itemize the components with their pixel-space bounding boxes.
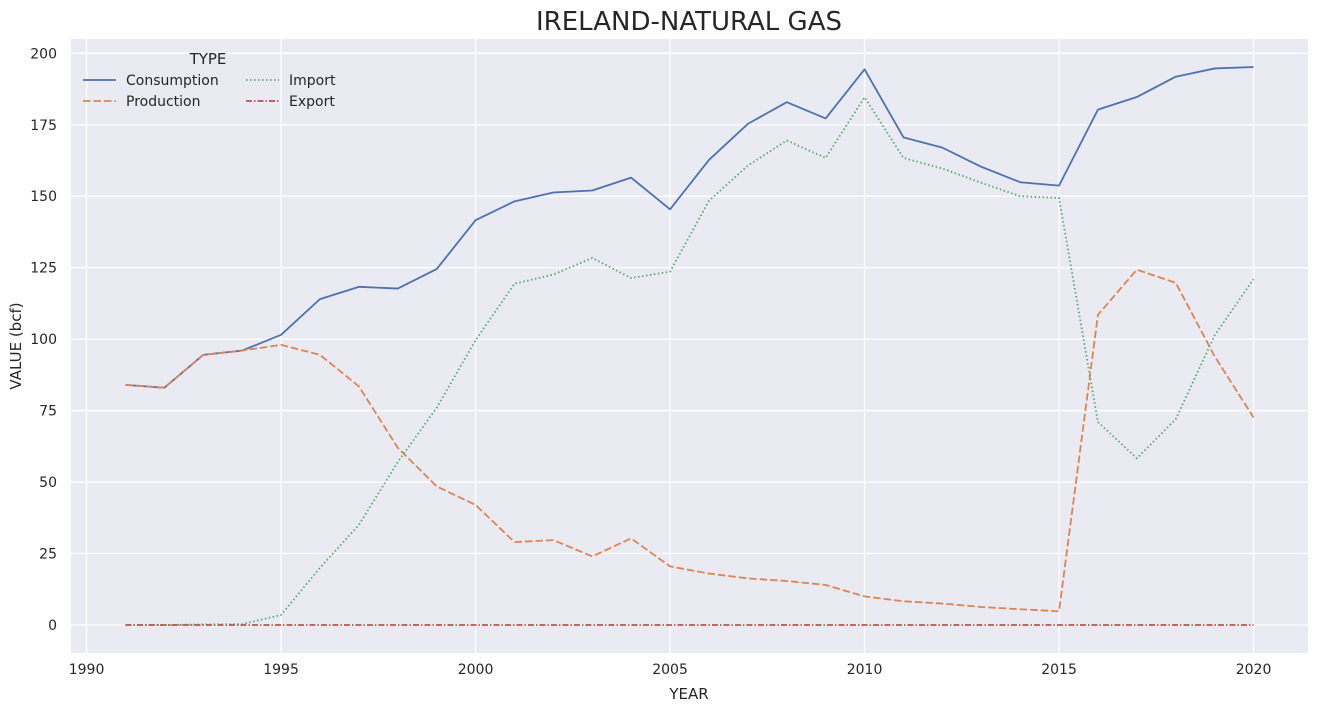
y-tick-label: 150 (30, 189, 57, 205)
y-tick-label: 75 (39, 404, 57, 420)
x-tick-label: 1995 (263, 662, 299, 678)
x-tick-label: 2005 (652, 662, 688, 678)
x-tick-label: 2000 (458, 662, 494, 678)
y-tick-label: 200 (30, 46, 57, 62)
x-tick-label: 2010 (847, 662, 883, 678)
x-tick-label: 2015 (1041, 662, 1077, 678)
legend-label-import: Import (289, 73, 336, 89)
y-axis-label: VALUE (bcf) (7, 302, 25, 389)
legend-title: TYPE (189, 50, 227, 68)
y-tick-label: 0 (48, 618, 57, 634)
series-line-import (125, 96, 1255, 626)
series-line-production (125, 268, 1255, 613)
y-tick-label: 50 (39, 475, 57, 491)
x-tick-label: 2020 (1236, 662, 1272, 678)
x-axis-label: YEAR (668, 685, 708, 703)
legend-label-export: Export (289, 94, 335, 110)
y-axis-ticks: 0 25 50 75 100 125 150 175 200 (30, 46, 57, 634)
x-axis-ticks: 1990 1995 2000 2005 2010 2015 2020 (69, 662, 1272, 678)
y-tick-label: 125 (30, 261, 57, 277)
legend-label-production: Production (126, 94, 200, 110)
y-tick-label: 25 (39, 547, 57, 563)
chart-title: IRELAND-NATURAL GAS (536, 7, 842, 37)
legend-label-consumption: Consumption (126, 73, 219, 89)
legend: TYPE Consumption Production Import Export (83, 50, 336, 110)
plot-area (71, 39, 1308, 653)
y-tick-label: 175 (30, 118, 57, 134)
gridlines (71, 39, 1308, 653)
series-line-consumption (125, 66, 1254, 389)
y-tick-label: 100 (30, 332, 57, 348)
series-lines (125, 66, 1255, 626)
x-tick-label: 1990 (69, 662, 105, 678)
